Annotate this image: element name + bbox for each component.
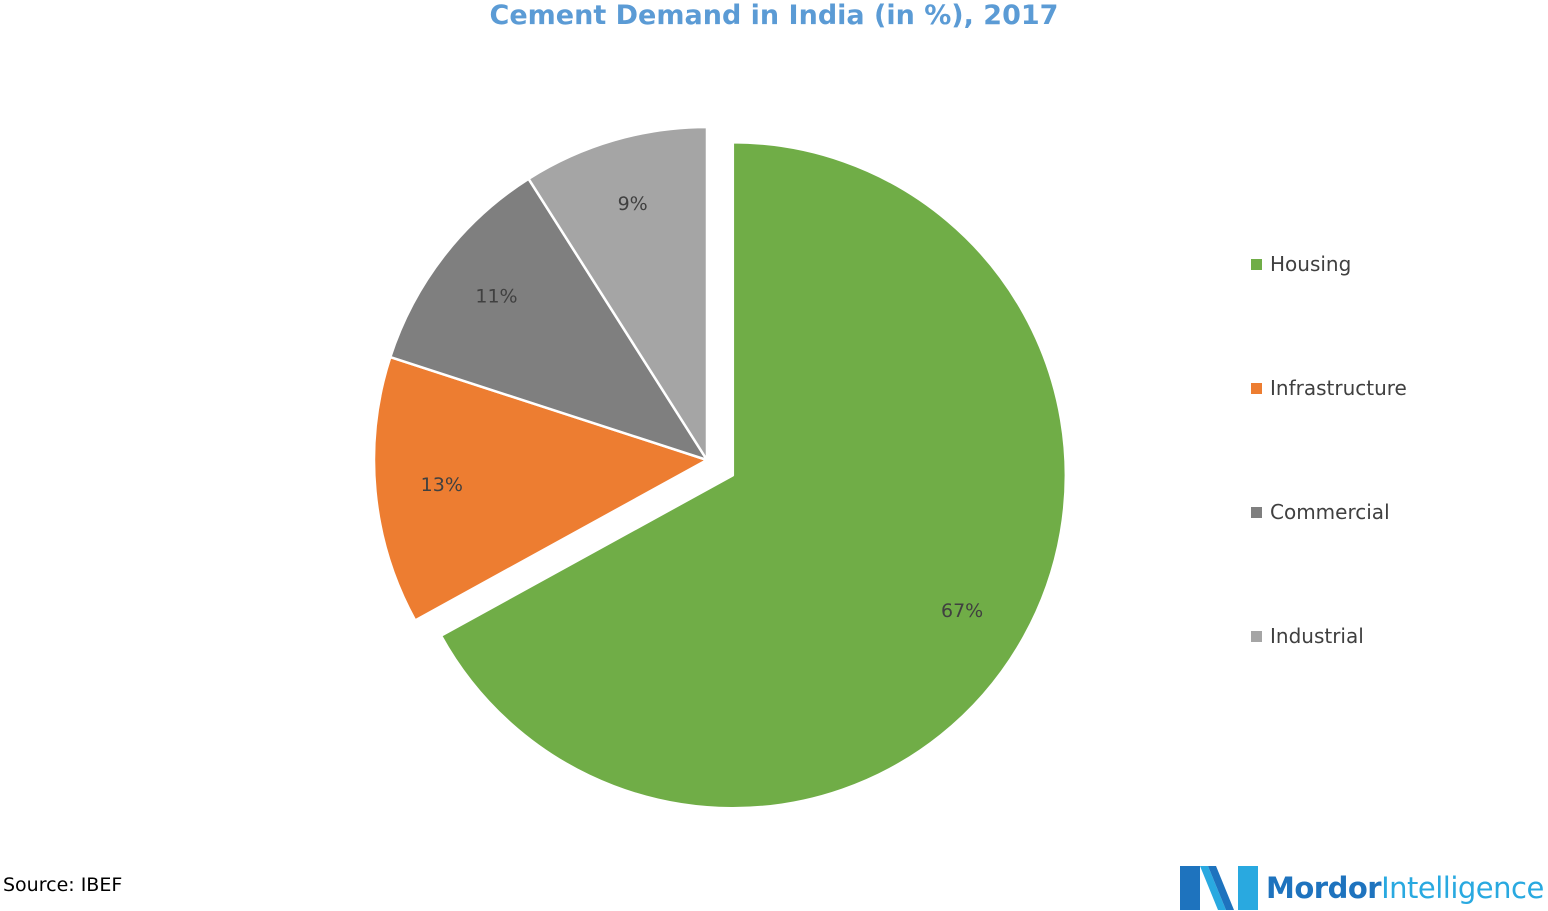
logo-mid-diagonal — [1208, 866, 1234, 910]
legend-item-industrial: Industrial — [1251, 621, 1407, 651]
legend-swatch-commercial — [1251, 506, 1262, 518]
pie-slices — [372, 125, 1068, 810]
legend-label-housing: Housing — [1270, 252, 1352, 276]
legend-label-industrial: Industrial — [1270, 624, 1364, 648]
legend-swatch-housing — [1251, 258, 1262, 270]
chart-title: Cement Demand in India (in %), 2017 — [489, 0, 1059, 31]
brand-name-part2: Intelligence — [1381, 871, 1544, 905]
pie-slice-housing — [439, 141, 1068, 810]
legend-swatch-infrastructure — [1251, 382, 1262, 394]
legend-label-commercial: Commercial — [1270, 500, 1390, 524]
logo-left-diagonal — [1200, 866, 1226, 910]
data-label-industrial: 9% — [618, 193, 648, 215]
legend-item-commercial: Commercial — [1251, 497, 1407, 527]
brand-logo: MordorIntelligence — [1180, 866, 1544, 910]
chart-legend: Housing Infrastructure Commercial Industria… — [1251, 249, 1407, 745]
data-label-commercial: 11% — [475, 286, 517, 308]
legend-swatch-industrial — [1251, 630, 1262, 642]
pie-slice-infrastructure — [372, 355, 709, 622]
source-note: Source: IBEF — [3, 874, 123, 896]
pie-slice-industrial — [527, 125, 709, 462]
pie-slice-commercial — [389, 177, 709, 462]
pie-data-labels: 67% 13% 11% 9% — [421, 193, 984, 622]
brand-name-part1: Mordor — [1266, 871, 1382, 905]
logo-right-bar — [1238, 866, 1258, 910]
logo-left-bar — [1180, 866, 1200, 910]
data-label-housing: 67% — [941, 600, 983, 622]
legend-item-housing: Housing — [1251, 249, 1407, 279]
brand-name: MordorIntelligence — [1266, 871, 1544, 905]
legend-label-infrastructure: Infrastructure — [1270, 376, 1407, 400]
data-label-infrastructure: 13% — [421, 474, 463, 496]
legend-item-infrastructure: Infrastructure — [1251, 373, 1407, 403]
mordor-intelligence-logo-icon — [1180, 866, 1258, 910]
